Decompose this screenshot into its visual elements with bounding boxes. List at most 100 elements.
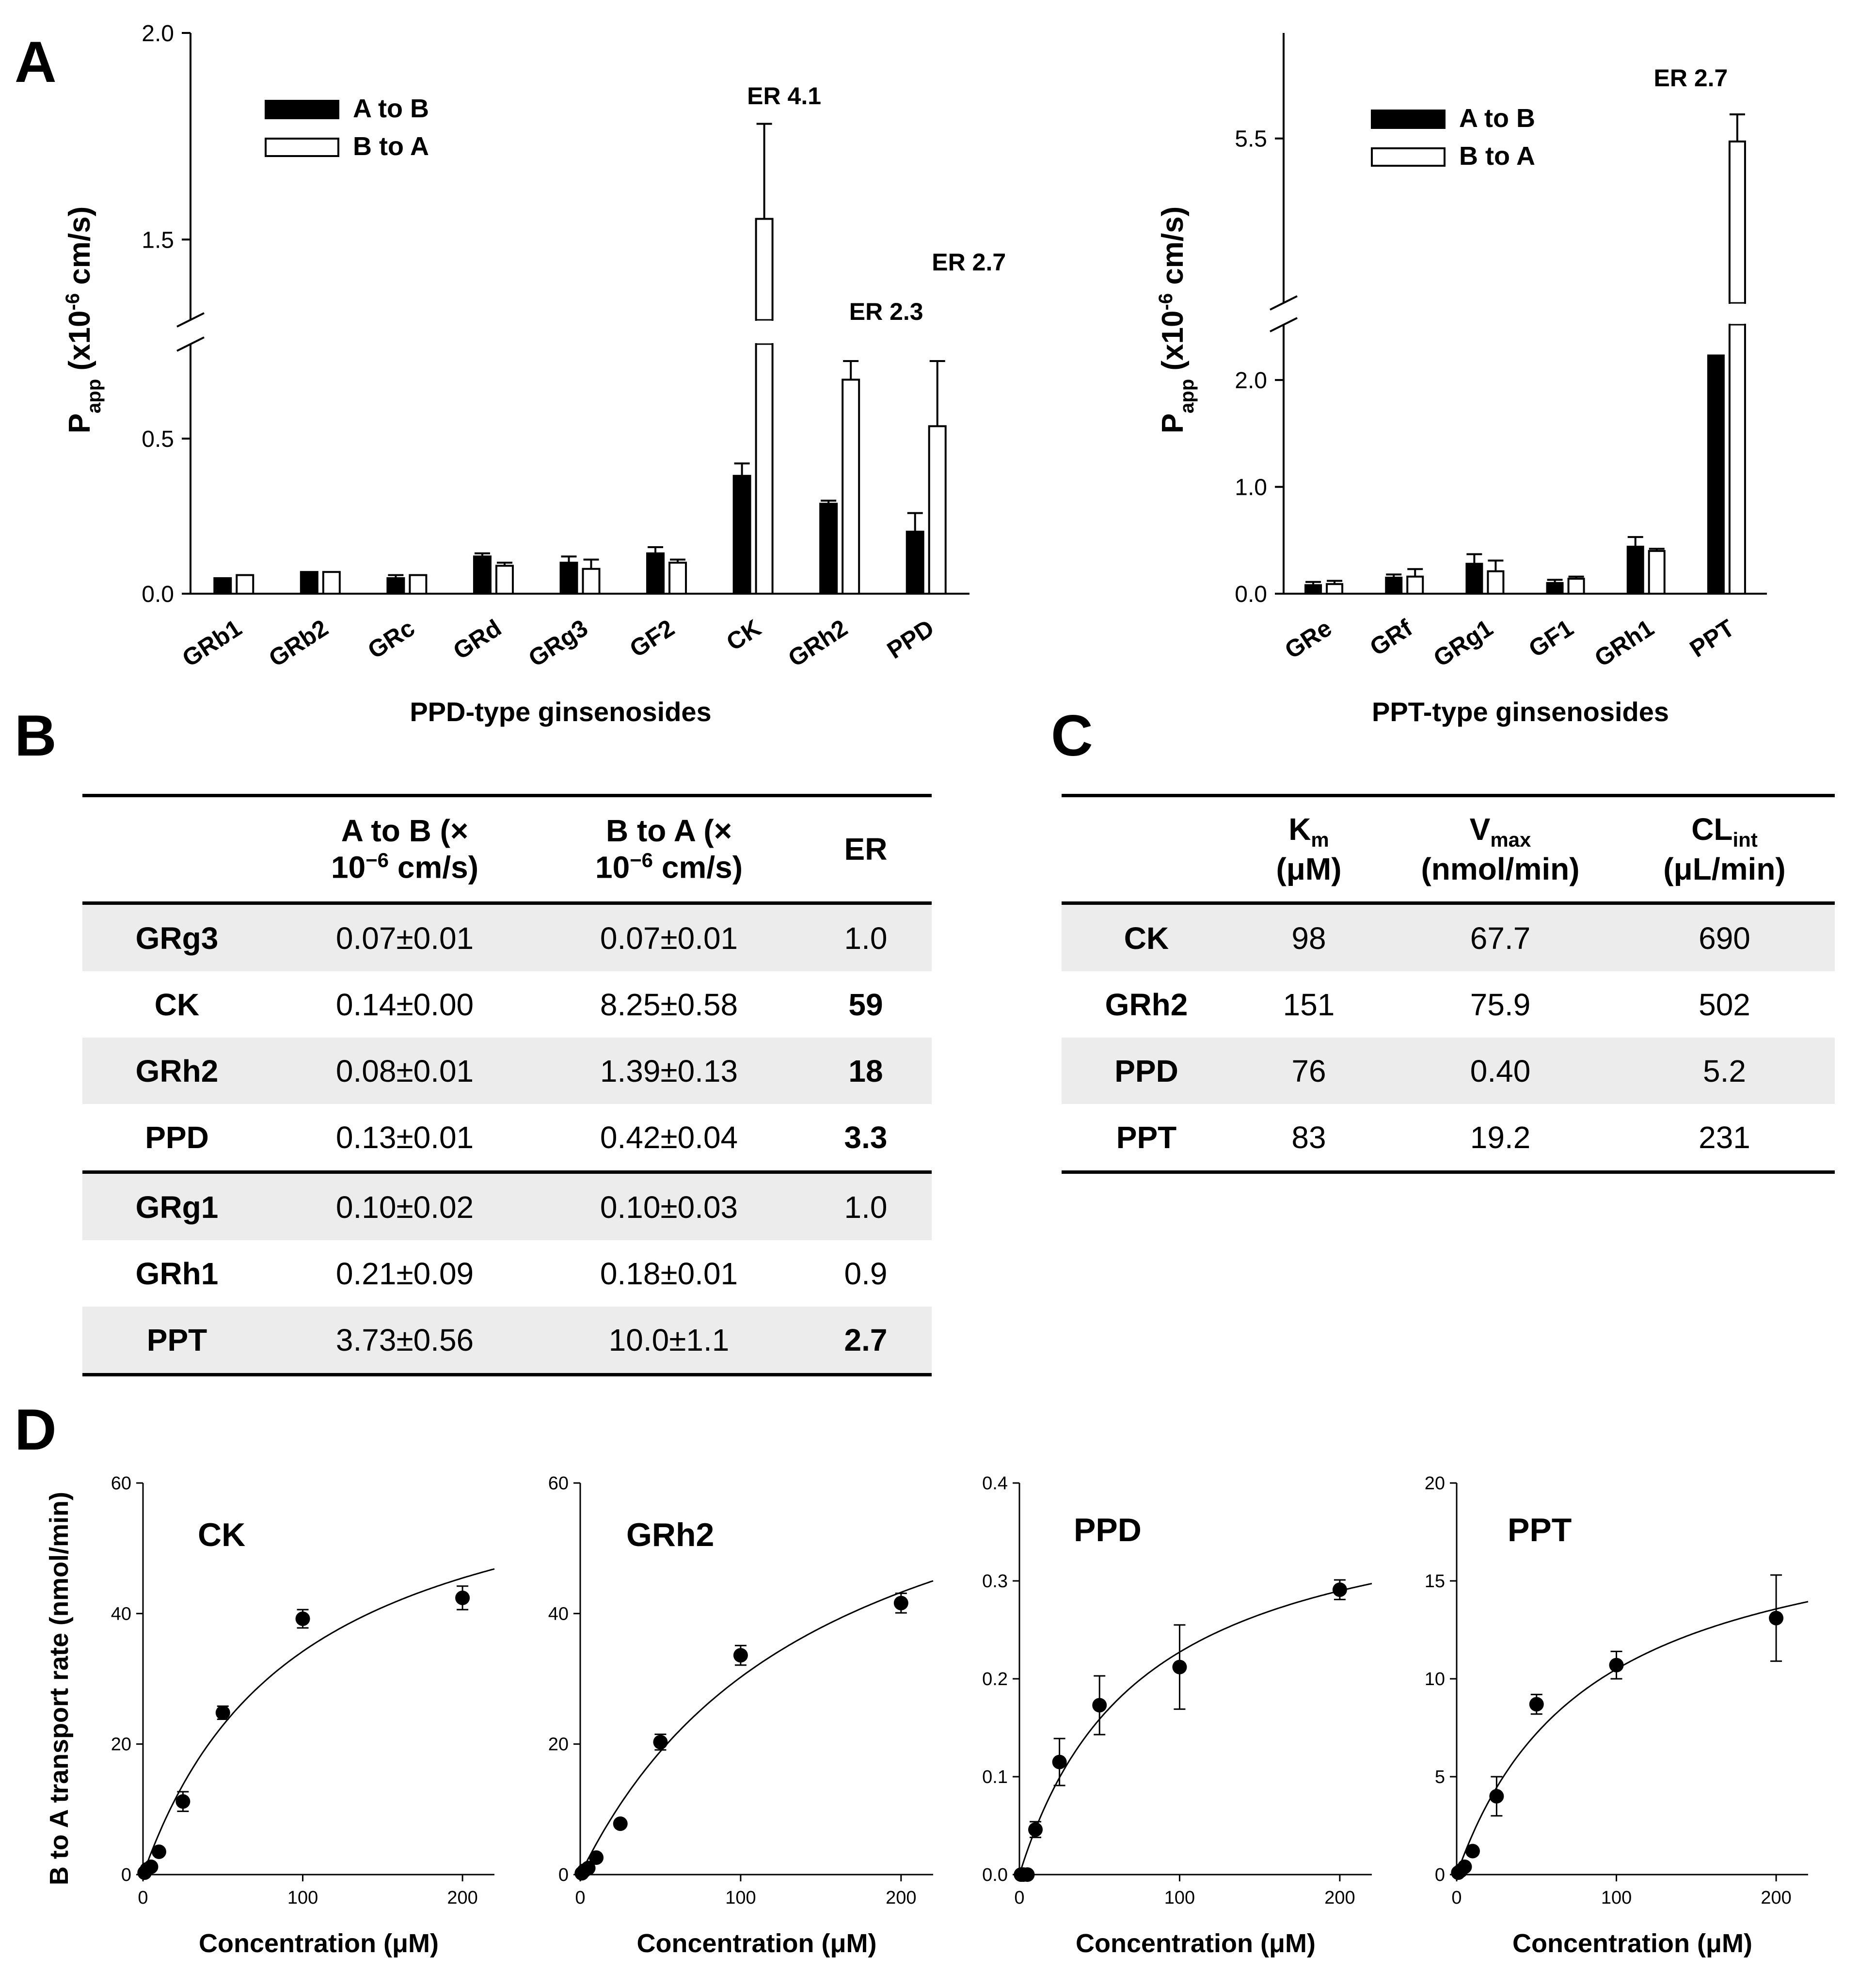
x-tick-label: GRh1: [1589, 614, 1658, 672]
bar-a-to-b: [819, 503, 838, 595]
data-point: [1020, 1867, 1035, 1882]
bar-b-to-a: [928, 425, 947, 595]
x-tick-label: CK: [722, 614, 766, 656]
x-tick-label: 200: [447, 1888, 477, 1908]
x-tick-label: 100: [1164, 1888, 1195, 1908]
x-tick-label: GRg1: [1429, 614, 1497, 672]
row-clint: 690: [1614, 903, 1835, 971]
y-tick-label: 15: [1425, 1571, 1445, 1592]
x-tick-label: 0: [1014, 1888, 1024, 1908]
row-km: 151: [1283, 987, 1335, 1022]
x-tick-label: 100: [1601, 1888, 1632, 1908]
data-point: [1609, 1657, 1624, 1672]
row-er: 1.0: [800, 1170, 932, 1240]
y-axis-title: Papp (x10-6 cm/s): [1155, 206, 1198, 434]
x-tick-label: GRe: [1280, 614, 1336, 664]
x-tick-label: 200: [886, 1888, 916, 1908]
table-row: PPD 76 0.40 5.2: [1062, 1038, 1835, 1104]
row-atob: 0.08±0.01: [271, 1038, 538, 1104]
y-tick-label: 0: [121, 1865, 131, 1885]
row-er: 18: [800, 1038, 932, 1104]
x-axis-title: PPT-type ginsenosides: [1372, 696, 1669, 727]
y-tick-label: 60: [111, 1473, 131, 1494]
x-axis-title: PPD-type ginsenosides: [410, 696, 711, 727]
x-tick-label: GRb1: [177, 614, 246, 672]
bar-a-to-b: [1385, 576, 1403, 595]
data-point: [733, 1648, 748, 1663]
legend-label: B to A: [1459, 142, 1535, 171]
row-er: 3.3: [844, 1120, 888, 1155]
axis-break-mark: [1270, 317, 1298, 332]
bar-a-to-b: [1465, 563, 1483, 595]
row-clint: 231: [1614, 1104, 1835, 1174]
header-atob-line1: A to B (×: [341, 813, 469, 848]
table-row: GRg3 0.07±0.01 0.07±0.01 1.0: [82, 903, 932, 971]
bar-a-to-b: [559, 562, 578, 595]
y-axis-title-part: (x10: [63, 310, 96, 379]
header-cl-sub: int: [1732, 828, 1758, 851]
x-tick-label: GRc: [363, 614, 420, 664]
row-name: PPT: [82, 1307, 271, 1376]
bar-b-to-a: [755, 218, 774, 595]
table-row: GRh2 151 75.9 502: [1062, 971, 1835, 1038]
x-tick-label: 0: [575, 1888, 585, 1908]
y-tick-label: 0: [558, 1865, 569, 1885]
header-btoa-post: cm/s): [653, 850, 743, 885]
y-tick-label: 1.5: [142, 227, 174, 253]
bar-b-to-a: [668, 562, 687, 595]
y-tick-label: 0.0: [982, 1865, 1008, 1885]
row-atob: 0.14±0.00: [335, 987, 474, 1022]
bar-b-to-a: [1728, 140, 1746, 595]
bar-b-to-a: [1406, 575, 1424, 595]
er-annotation: ER 2.7: [932, 249, 1006, 276]
table-row: GRh1 0.21±0.09 0.18±0.01 0.9: [82, 1240, 932, 1307]
x-tick-label: PPT: [1685, 614, 1739, 663]
legend-swatch: [1371, 147, 1446, 167]
row-btoa: 0.10±0.03: [538, 1170, 800, 1240]
y-axis-title-part: P: [63, 413, 96, 433]
data-point: [295, 1611, 310, 1626]
data-point: [1465, 1844, 1480, 1859]
row-btoa: 0.07±0.01: [538, 903, 800, 971]
row-name: PPD: [1062, 1038, 1231, 1104]
panel-label-d: D: [15, 1397, 57, 1462]
x-tick-label: GRg3: [524, 614, 592, 672]
bar-b-to-a: [236, 574, 254, 595]
data-point: [215, 1705, 230, 1720]
plot-title: CK: [198, 1516, 245, 1553]
fit-curve: [579, 1580, 934, 1875]
data-point: [589, 1850, 604, 1865]
y-tick-label: 2.0: [1235, 368, 1267, 394]
er-annotation: ER 4.1: [747, 82, 821, 110]
x-axis-title: Concentration (μM): [199, 1929, 439, 1958]
header-btoa-sup: −6: [630, 849, 653, 872]
row-name: PPT: [1062, 1104, 1231, 1174]
bar-a-to-b: [732, 474, 751, 595]
transport-table: A to B (× 10−6 cm/s) B to A (× 10−6 cm/s…: [82, 794, 932, 1376]
x-axis-title: Concentration (μM): [1076, 1929, 1316, 1958]
header-km-sub: m: [1311, 828, 1329, 851]
axis-break-mark: [1270, 295, 1298, 311]
y-axis-title: B to A transport rate (nmol/min): [45, 1492, 74, 1885]
table-c-header-clint: CLint (μL/min): [1614, 794, 1835, 905]
data-point: [1092, 1698, 1107, 1713]
table-c-corner: [1062, 794, 1231, 905]
header-km-main: K: [1288, 811, 1311, 847]
data-point: [1028, 1822, 1043, 1837]
data-point: [1489, 1789, 1504, 1804]
row-vmax: 19.2: [1386, 1104, 1614, 1174]
data-point: [1052, 1754, 1067, 1769]
er-annotation: ER 2.3: [849, 298, 923, 325]
row-name: GRg3: [82, 903, 271, 971]
axis-break-mark: [176, 312, 205, 328]
row-btoa: 1.39±0.13: [538, 1038, 800, 1104]
y-axis-title-part: P: [1156, 413, 1190, 433]
plot-title: GRh2: [626, 1516, 714, 1553]
x-tick-label: 100: [725, 1888, 756, 1908]
bar-b-to-a: [322, 571, 341, 595]
legend-swatch: [1371, 110, 1446, 129]
header-atob-pre: 10: [331, 850, 366, 885]
panel-label-c: C: [1051, 703, 1093, 768]
bar-a-to-b: [1304, 584, 1322, 595]
